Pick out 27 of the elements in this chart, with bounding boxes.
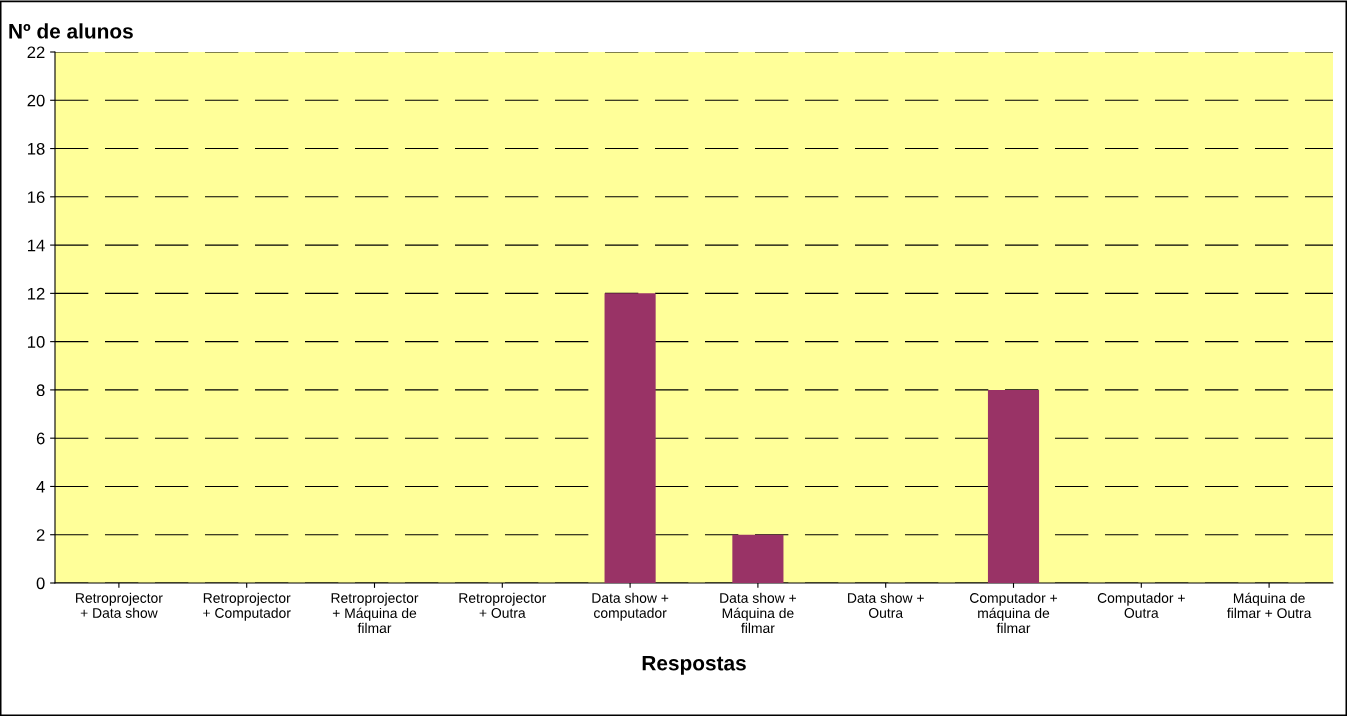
bar [604,293,656,583]
y-tick-label: 22 [27,46,45,59]
y-tick-label: 2 [36,529,45,541]
x-tick-label: Data show + computador [592,592,669,621]
x-tick-label: Computador + Outra [1097,592,1185,618]
bar [987,389,1040,583]
x-tick-label: Retroprojector + Máquina de filmar [331,592,419,634]
y-tick-label: 8 [36,384,45,397]
y-tick-label: 4 [36,481,45,493]
y-tick-label: 10 [28,336,45,348]
x-axis-title: Respostas [642,655,746,675]
x-tick-label: Data show + Máquina de filmar [720,592,797,634]
x-tick-label: Máquina de filmar + Outra [1227,592,1312,619]
x-tick-label: Computador + máquina de filmar [970,592,1058,634]
y-tick-label: 12 [28,287,45,300]
y-tick-label: 6 [36,432,45,445]
x-tick-label: Retroprojector + Data show [76,592,163,618]
y-tick-label: 16 [28,191,45,204]
y-tick-label: 18 [28,142,45,155]
x-tick-label: Retroprojector + Outra [459,592,547,618]
y-tick-label: 14 [28,239,45,252]
y-tick-label: 0 [36,577,45,590]
y-tick-label: 20 [27,94,45,107]
x-tick-label: Data show + Outra [848,592,924,618]
bar [732,534,784,583]
y-axis-title: Nº de alunos [9,23,133,39]
x-tick-label: Retroprojector + Computador [203,592,291,621]
